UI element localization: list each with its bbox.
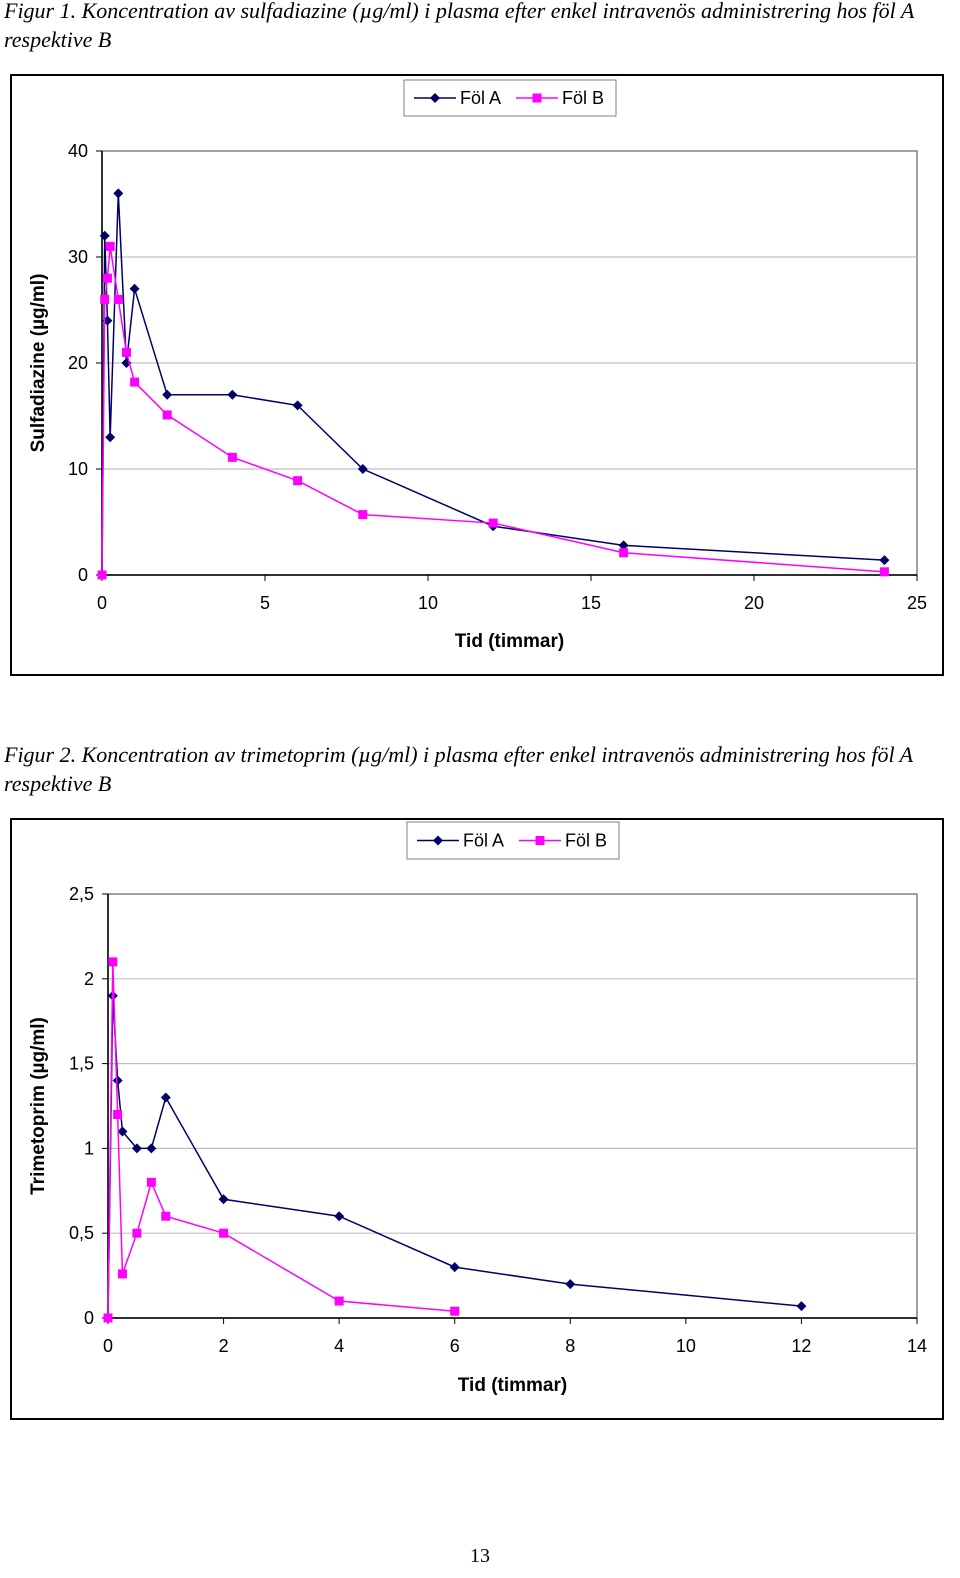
legend-label-fol-a: Föl A [463, 831, 504, 851]
data-point-fol-b [879, 567, 889, 577]
data-point-fol-a [99, 230, 110, 241]
figure-2-chart-frame: 0 0,5 1 1,5 2 2,5 0 2 4 6 8 10 12 14 Tid (timmar) Trime… [10, 818, 944, 1420]
data-point-fol-a [449, 1262, 460, 1273]
data-point-fol-a [879, 555, 890, 566]
legend-marker-fol-b [535, 836, 545, 845]
legend-label-fol-a: Föl A [460, 88, 501, 108]
data-point-fol-b [108, 957, 118, 967]
data-point-fol-b [113, 1109, 123, 1119]
plot-area [107, 893, 918, 1319]
trimetoprim-chart: 0 0,5 1 1,5 2 2,5 0 2 4 6 8 10 12 14 Tid (timmar) Trime… [28, 821, 927, 1396]
x-tick-label: 25 [907, 593, 927, 613]
data-point-fol-b [100, 294, 110, 304]
data-point-fol-b [293, 476, 303, 486]
page-number: 13 [470, 1545, 490, 1567]
data-point-fol-b [146, 1177, 156, 1187]
y-tick-label: 40 [68, 141, 88, 161]
y-tick-label: 2,5 [69, 884, 94, 904]
y-axis-title: Trimetoprim (µg/ml) [28, 1017, 49, 1195]
data-point-fol-b [334, 1296, 344, 1306]
legend-label-fol-b: Föl B [562, 88, 604, 108]
data-point-fol-a [105, 432, 116, 443]
data-point-fol-b [161, 1211, 171, 1221]
y-tick-label: 1 [84, 1138, 94, 1158]
data-point-fol-b [227, 452, 237, 462]
x-tick-label: 8 [565, 1336, 575, 1356]
legend-marker-fol-b [532, 93, 542, 103]
series-line-fol-a [101, 193, 885, 576]
x-tick-label: 5 [260, 593, 270, 613]
data-point-fol-a [162, 389, 173, 400]
x-tick-label: 2 [219, 1336, 229, 1356]
figure-1-chart-frame: 0 10 20 30 40 0 5 10 15 20 25 Tid (timmar) Sulfadiaz… [10, 74, 944, 676]
data-point-fol-a [160, 1092, 171, 1103]
y-tick-label: 2 [84, 969, 94, 989]
y-tick-label: 0 [78, 565, 88, 585]
data-point-fol-a [618, 540, 629, 551]
legend-marker-fol-a [430, 93, 440, 103]
data-point-fol-b [450, 1306, 460, 1316]
x-tick-label: 14 [907, 1336, 927, 1356]
x-tick-label: 0 [103, 1336, 113, 1356]
data-point-fol-b [358, 510, 368, 520]
data-point-fol-b [130, 377, 140, 387]
data-point-fol-a [146, 1143, 157, 1154]
x-tick-label: 4 [334, 1336, 344, 1356]
x-tick-label: 10 [418, 593, 438, 613]
y-tick-label: 0,5 [69, 1223, 94, 1243]
x-tick-label: 15 [581, 593, 601, 613]
data-point-fol-a [357, 464, 368, 474]
data-point-fol-b [121, 347, 131, 357]
data-point-fol-a [112, 1075, 123, 1086]
y-tick-label: 1,5 [69, 1054, 94, 1074]
data-point-fol-a [131, 1143, 142, 1154]
figure-1-caption: Figur 1. Koncentration av sulfadiazine (… [4, 0, 914, 52]
y-tick-label: 10 [68, 459, 88, 479]
data-point-fol-b [105, 241, 115, 251]
legend-marker-fol-a [433, 835, 443, 846]
data-point-fol-a [796, 1301, 807, 1312]
y-tick-label: 20 [68, 353, 88, 373]
data-point-fol-b [117, 1269, 127, 1279]
data-point-fol-b [103, 1313, 113, 1323]
data-point-fol-a [334, 1211, 345, 1222]
data-point-fol-a [129, 283, 140, 294]
x-tick-label: 20 [744, 593, 764, 613]
data-point-fol-a [117, 1126, 128, 1137]
x-tick-label: 0 [97, 593, 107, 613]
data-point-fol-a [292, 400, 303, 411]
legend-label-fol-b: Föl B [565, 831, 607, 851]
figure-2-caption: Figur 2. Koncentration av trimetoprim (µ… [4, 742, 913, 796]
y-tick-label: 0 [84, 1308, 94, 1328]
data-point-fol-b [102, 273, 112, 283]
data-point-fol-a [218, 1194, 229, 1205]
data-point-fol-a [565, 1279, 576, 1290]
data-point-fol-b [113, 294, 123, 304]
x-tick-label: 10 [676, 1336, 696, 1356]
series-line-fol-b [107, 961, 455, 1319]
x-axis-title: Tid (timmar) [455, 631, 564, 652]
data-point-fol-b [488, 518, 498, 528]
data-point-fol-a [113, 188, 124, 199]
series-line-fol-b [101, 246, 885, 576]
data-point-fol-b [619, 548, 629, 558]
x-tick-label: 6 [450, 1336, 460, 1356]
data-point-fol-b [97, 570, 107, 580]
x-axis-title: Tid (timmar) [458, 1375, 567, 1396]
y-tick-label: 30 [68, 247, 88, 267]
data-point-fol-b [132, 1228, 142, 1238]
data-point-fol-b [162, 410, 172, 420]
x-tick-label: 12 [791, 1336, 811, 1356]
y-axis-title: Sulfadiazine (µg/ml) [28, 274, 49, 453]
sulfadiazine-chart: 0 10 20 30 40 0 5 10 15 20 25 Tid (timmar) Sulfadiaz… [28, 79, 927, 652]
data-point-fol-a [227, 389, 238, 400]
data-point-fol-b [219, 1228, 229, 1238]
